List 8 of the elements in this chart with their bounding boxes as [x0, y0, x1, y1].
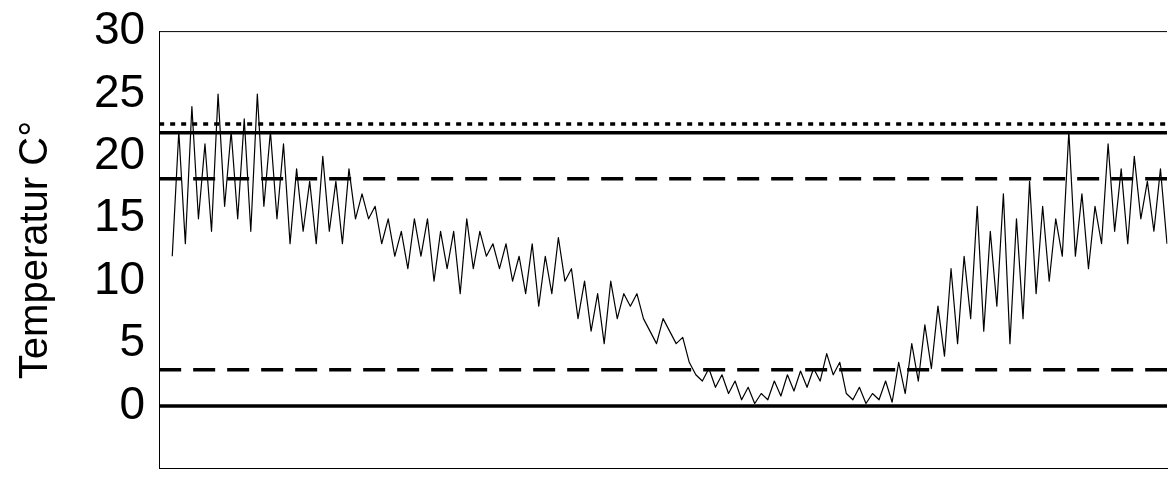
y-tick-label: 5: [119, 314, 146, 367]
y-tick-label: 25: [93, 64, 146, 117]
y-tick-label: 0: [119, 376, 146, 429]
y-tick-label: 20: [93, 127, 146, 180]
y-axis-title: Temperatur C°: [11, 120, 56, 380]
y-tick-label: 30: [93, 2, 146, 55]
y-tick-label: 10: [93, 251, 146, 304]
y-tick-label: 15: [93, 189, 146, 242]
